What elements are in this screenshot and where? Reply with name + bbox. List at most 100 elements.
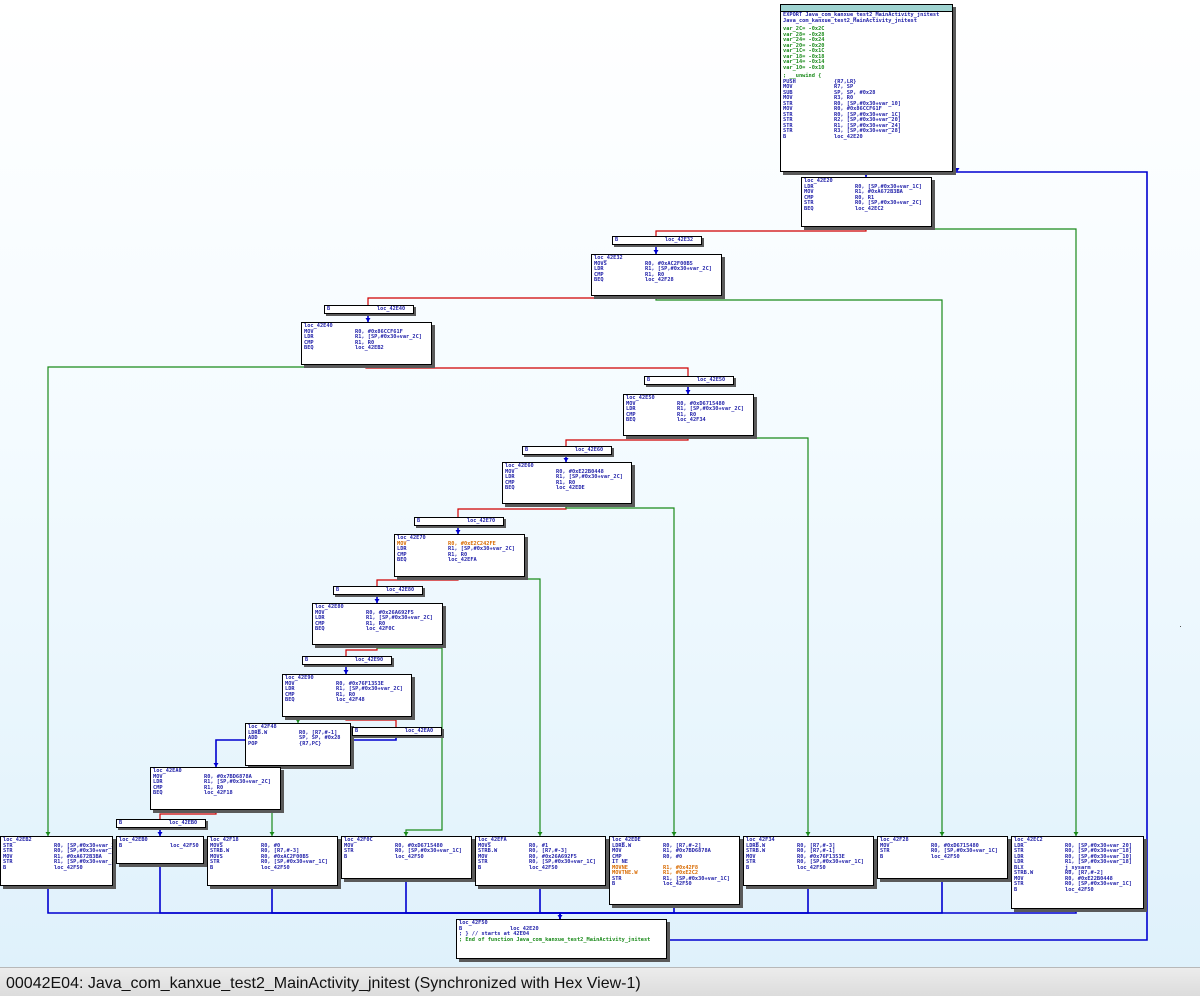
edge-arrowhead bbox=[805, 832, 811, 836]
code-line: BEQ loc_42EC2 bbox=[804, 205, 884, 212]
code-line: B loc_42F50 bbox=[344, 853, 424, 860]
stub-42E50[interactable]: B loc_42E50 bbox=[644, 376, 734, 385]
stub-42E80[interactable]: B loc_42E80 bbox=[333, 586, 423, 595]
edge-42E80-true bbox=[376, 645, 443, 836]
code-line: POP {R7,PC} bbox=[248, 740, 322, 747]
stub-42E60[interactable]: B loc_42E60 bbox=[522, 446, 612, 455]
code-line: STR R0, [SP,#0x30+var_10] bbox=[783, 100, 901, 107]
code-line: STR R0, [SP,#0x30+var_1C] bbox=[344, 848, 462, 854]
code-line: var_10= -0x10 bbox=[783, 64, 825, 71]
block-body: loc_42EDE LDRB.W R0, [R7,#-2] MOV R1, #0x7… bbox=[610, 837, 739, 889]
stub-42E40[interactable]: B loc_42E40 bbox=[324, 305, 414, 314]
code-line: LDR R1, [SP,#0x30+var_2C] bbox=[626, 406, 744, 412]
status-bar: 00042E04: Java_com_kanxue_test2_MainActi… bbox=[0, 967, 1200, 996]
block-entry[interactable]: EXPORT Java_com_kanxue_test2_MainActivit… bbox=[780, 4, 953, 172]
code-line: MOV R0, #0x26A692F5 bbox=[478, 853, 577, 860]
code-line: MOV R1, #0xA672B3BA bbox=[3, 853, 102, 860]
edge-arrowhead bbox=[269, 832, 275, 836]
edge-42E50-false bbox=[565, 436, 689, 446]
stub-42EA0[interactable]: B loc_42EA0 bbox=[352, 727, 442, 736]
edge-42EA0-false bbox=[159, 810, 217, 819]
edge-arrowhead bbox=[653, 250, 659, 254]
stub-42E70[interactable]: B loc_42E70 bbox=[414, 517, 504, 526]
code-line: CMP R1, R0 bbox=[626, 411, 697, 418]
code-line: STRB.W R0, [R7,#-3] bbox=[210, 848, 300, 854]
code-line: B loc_42F50 bbox=[210, 864, 290, 871]
block-loc-42E70[interactable]: loc_42E70 MOV R0, #0xE2C242FE LDR R1, [SP,… bbox=[394, 534, 525, 577]
edge-arrowhead bbox=[671, 832, 677, 836]
code-line: var_1C= -0x1C bbox=[783, 48, 825, 54]
block-header bbox=[781, 5, 952, 12]
graph-canvas[interactable]: EXPORT Java_com_kanxue_test2_MainActivit… bbox=[0, 0, 1200, 967]
block-loc-42EA0[interactable]: loc_42EA0 MOV R0, #0x7BD6878A LDR R1, [SP,… bbox=[150, 767, 281, 810]
code-line: LDR R1, [SP,#0x30+var_2C] bbox=[304, 334, 422, 340]
block-loc-42F34[interactable]: loc_42F34 LDRB.W R0, [R7,#-3] STRB.W R0, [… bbox=[743, 836, 874, 886]
block-loc-42E80[interactable]: loc_42E80 MOV R0, #0x26A692F5 LDR R1, [SP,… bbox=[312, 603, 443, 645]
block-loc-42EC2[interactable]: loc_42EC2 LDR R0, [SP,#0x30+var_20] STR R0… bbox=[1011, 836, 1144, 909]
code-line: MOV R0, #0x86CCF61F bbox=[783, 106, 882, 112]
code-line: B loc_42F50 bbox=[478, 864, 558, 871]
block-loc-42E50[interactable]: loc_42E50 MOV R0, #0xD6715480 LDR R1, [SP,… bbox=[623, 394, 754, 436]
block-loc-42F48[interactable]: loc_42F48 LDRB.W R0, [R7,#-1] ADD SP, SP, … bbox=[245, 723, 351, 766]
edge-arrowhead bbox=[954, 168, 960, 172]
code-line: STR R0, [SP,#0x30+var_14] bbox=[3, 848, 113, 854]
edge-arrowhead bbox=[403, 832, 409, 836]
block-loc-42E40[interactable]: loc_42E40 MOV R0, #0x86CCF61F LDR R1, [SP,… bbox=[301, 322, 432, 365]
edge-arrowhead bbox=[343, 670, 349, 674]
code-line: MOV R0, #0xD6715480 bbox=[626, 400, 725, 407]
edge-42E20-true bbox=[865, 227, 1077, 836]
block-loc-42EFA[interactable]: loc_42EFA MOVS R0, #1 STRB.W R0, [R7,#-3] M… bbox=[475, 836, 606, 886]
block-loc-42F0C[interactable]: loc_42F0C MOV R0, #0xD6715480 STR R0, [SP,… bbox=[341, 836, 472, 879]
code-line: MOV R0, #0x76F1353E bbox=[746, 853, 845, 860]
code-line: STR R0, [SP,#0x30+var_1C] bbox=[880, 848, 998, 854]
code-line: var_28= -0x28 bbox=[783, 31, 825, 38]
code-line: loc_42E50 bbox=[626, 395, 655, 401]
code-line: BEQ loc_42F18 bbox=[153, 790, 233, 796]
code-line: loc_42F0C bbox=[344, 837, 373, 843]
code-line: loc_42F50 bbox=[459, 920, 488, 926]
block-loc-42E32[interactable]: loc_42E32 MOVS R0, #0xAC2F00B5 LDR R1, [SP… bbox=[591, 254, 722, 296]
code-line: CMP R1, R0 bbox=[505, 479, 576, 486]
code-line: MOVS R0, #0xAC2F00B5 bbox=[210, 853, 309, 860]
code-line: B loc_42F50 bbox=[880, 853, 960, 860]
code-line: var_2C= -0x2C bbox=[783, 26, 825, 32]
code-line: LDR R0, [SP,#0x30+var_20] bbox=[1014, 842, 1132, 849]
block-loc-42F28[interactable]: loc_42F28 MOV R0, #0xD6715480 STR R0, [SP,… bbox=[877, 836, 1008, 879]
stub-42E32[interactable]: B loc_42E32 bbox=[612, 236, 702, 245]
edge-42E50-true bbox=[687, 436, 809, 836]
stub-42EB0[interactable]: B loc_42EB0 bbox=[116, 819, 206, 828]
code-line: MOV R0, #0xE22B0448 bbox=[505, 468, 604, 475]
code-line: BEQ loc_42F34 bbox=[626, 417, 706, 423]
block-loc-42E60[interactable]: loc_42E60 MOV R0, #0xE22B0448 LDR R1, [SP,… bbox=[502, 462, 632, 504]
code-line: CMP R1, R0 bbox=[285, 691, 356, 698]
block-loc-42EDE[interactable]: loc_42EDE LDRB.W R0, [R7,#-2] MOV R1, #0x7… bbox=[609, 836, 740, 905]
edge-arrowhead bbox=[939, 832, 945, 836]
block-body: loc_42E60 MOV R0, #0xE22B0448 LDR R1, [SP,… bbox=[503, 463, 631, 493]
block-loc-42F50[interactable]: loc_42F50 B loc_42E20; } // starts at 42E… bbox=[456, 919, 667, 959]
code-line: var_18= -0x18 bbox=[783, 53, 825, 60]
block-body: loc_42E80 MOV R0, #0x26A692F5 LDR R1, [SP,… bbox=[313, 604, 442, 634]
block-loc-42E20[interactable]: loc_42E20 LDR R0, [SP,#0x30+var_1C] MOV R1… bbox=[801, 177, 932, 227]
block-body: loc_42E32 MOVS R0, #0xAC2F00B5 LDR R1, [SP… bbox=[592, 255, 721, 285]
code-line: loc_42E80 bbox=[315, 604, 344, 610]
code-line: STRB.W R0, [R7,#-2] bbox=[1014, 870, 1104, 876]
code-line: LDR R1, [SP,#0x30+var_18] bbox=[1014, 859, 1132, 865]
code-line: LDRB.W R0, [R7,#-1] bbox=[248, 729, 338, 736]
block-loc-42F18[interactable]: loc_42F18 MOVS R0, #0 STRB.W R0, [R7,#-3] M… bbox=[207, 836, 338, 886]
code-line: var_14= -0x14 bbox=[783, 59, 825, 65]
edge-42E20-false bbox=[655, 227, 867, 236]
code-line: CMP R1, R0 bbox=[397, 551, 468, 558]
edge-42E40-false bbox=[365, 365, 689, 376]
block-loc-42E90[interactable]: loc_42E90 MOV R0, #0x76F1353E LDR R1, [SP,… bbox=[282, 674, 412, 717]
code-line: STR R1, [SP,#0x30+var_1C] bbox=[3, 859, 113, 865]
block-loc-42EB2[interactable]: loc_42EB2 STR R0, [SP,#0x30+var_24] STR R0… bbox=[0, 836, 113, 886]
block-body: loc_42EA0 MOV R0, #0x7BD6878A LDR R1, [SP,… bbox=[151, 768, 280, 798]
block-body: loc_42EFA MOVS R0, #1 STRB.W R0, [R7,#-3] M… bbox=[476, 837, 605, 872]
code-line: LDR R0, [SP,#0x30+var_10] bbox=[1014, 853, 1132, 860]
stub-42E90[interactable]: B loc_42E90 bbox=[302, 656, 392, 665]
code-line: loc_42E90 bbox=[285, 675, 314, 681]
code-line: STR R3, [SP,#0x30+var_28] bbox=[783, 128, 901, 134]
block-loc-42EB0[interactable]: loc_42EB0 B loc_42F50 bbox=[116, 836, 204, 864]
code-line: loc_42EDE bbox=[612, 837, 641, 843]
code-line: loc_42EFA bbox=[478, 837, 507, 843]
